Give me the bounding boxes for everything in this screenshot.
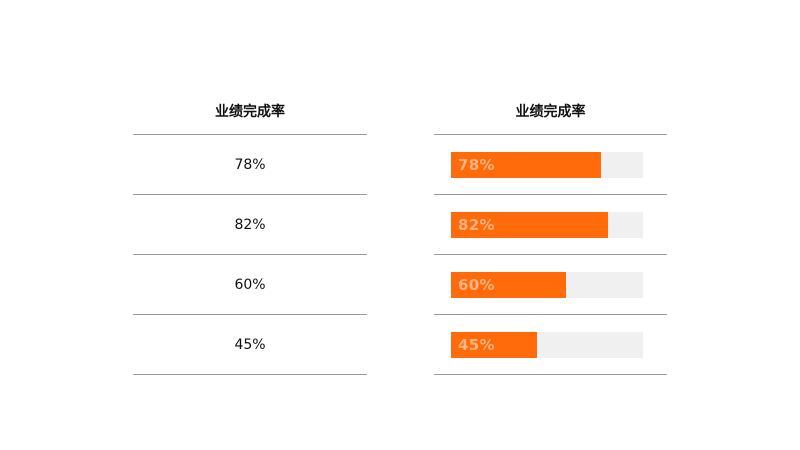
table-header: 业绩完成率 [133, 88, 367, 135]
bar-data-label: 82% [458, 215, 495, 234]
bar-track: 82% [451, 211, 643, 238]
bar-data-label: 60% [458, 275, 495, 294]
rate-cell: 45% [234, 336, 266, 353]
rate-cell: 78% [234, 156, 266, 173]
bar-row: 60% [434, 255, 667, 315]
table-row: 82% [133, 195, 367, 255]
table-row: 45% [133, 315, 367, 375]
rate-cell: 82% [234, 216, 266, 233]
bar-track: 45% [451, 331, 643, 358]
bar-data-label: 78% [458, 155, 495, 174]
rate-cell: 60% [234, 276, 266, 293]
table-row: 78% [133, 135, 367, 195]
chart-header: 业绩完成率 [434, 88, 667, 135]
column-header-label: 业绩完成率 [215, 104, 285, 120]
completion-rate-bar-chart: 业绩完成率 78% 82% 60% 45% [434, 88, 667, 375]
bar-fill [451, 271, 567, 298]
bar-fill [451, 151, 601, 178]
bar-row: 78% [434, 135, 667, 195]
bar-track: 60% [451, 271, 643, 298]
table-row: 60% [133, 255, 367, 315]
bar-fill [451, 331, 538, 358]
bar-row: 82% [434, 195, 667, 255]
chart-title: 业绩完成率 [515, 104, 586, 120]
bar-data-label: 45% [458, 335, 495, 354]
completion-rate-table: 业绩完成率 78% 82% 60% 45% [133, 88, 367, 375]
bar-track: 78% [451, 151, 643, 178]
bar-row: 45% [434, 315, 667, 375]
bar-fill [451, 211, 609, 238]
